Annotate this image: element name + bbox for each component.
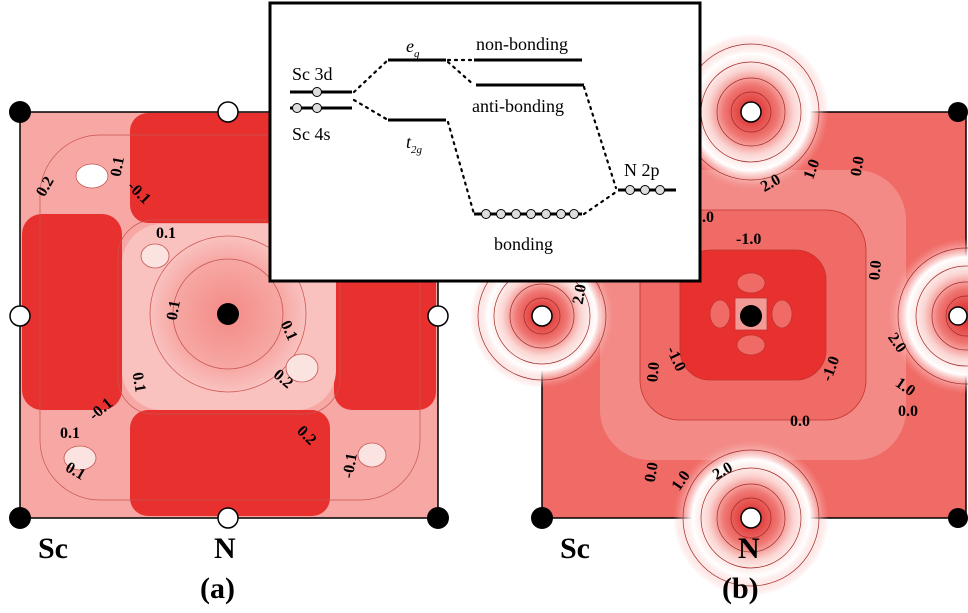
- contour-label: 0.0: [848, 155, 868, 178]
- t2g-label: t2g: [406, 132, 423, 156]
- contour-label: 0.1: [60, 425, 80, 442]
- contour-label: 0.0: [644, 361, 663, 382]
- contour-label: -0.1: [340, 452, 361, 480]
- sc-3d-label: Sc 3d: [292, 64, 333, 84]
- n-atom: [217, 507, 239, 529]
- bonding-label: bonding: [494, 234, 553, 254]
- panel-b-sc-label: Sc: [560, 532, 590, 565]
- contour-label: 0.1: [128, 371, 148, 394]
- sc-atom: [531, 507, 553, 529]
- contour-label: 2.0: [570, 283, 590, 306]
- panel-b-letter: (b): [722, 572, 759, 605]
- mo-diagram: Sc 3d Sc 4s eg t2g non-bonding anti-bond…: [268, 1, 702, 283]
- n-atom: [531, 305, 553, 327]
- contour-label: 0.1: [164, 299, 184, 322]
- sc-atom: [427, 507, 449, 529]
- contour-label: -1.0: [736, 231, 761, 248]
- contour-label: 0.0: [790, 413, 810, 430]
- n-atom: [948, 306, 968, 326]
- sc-atom: [9, 507, 31, 529]
- sc-atom: [217, 303, 239, 325]
- sc-4s-label: Sc 4s: [292, 124, 331, 144]
- n-2p-label: N 2p: [624, 160, 660, 180]
- panel-a-letter: (a): [200, 572, 235, 605]
- n-atom: [9, 305, 31, 327]
- contour-label: 0.1: [108, 155, 128, 178]
- n-atom: [217, 101, 239, 123]
- eg-label: eg: [406, 36, 420, 60]
- contour-label: 0.1: [277, 318, 301, 343]
- sc-atom: [948, 102, 968, 122]
- non-bonding-label: non-bonding: [476, 34, 568, 54]
- contour-label: 1.0: [801, 157, 824, 182]
- n-atom: [740, 101, 762, 123]
- panel-a-n-label: N: [214, 532, 236, 565]
- panel-b-n-label: N: [738, 532, 760, 565]
- n-atom: [740, 507, 762, 529]
- sc-atom: [948, 508, 968, 528]
- contour-label: 0.0: [642, 461, 662, 484]
- contour-label: 0.0: [898, 403, 918, 420]
- sc-atom: [740, 305, 762, 327]
- contour-label: 0.1: [156, 225, 176, 242]
- anti-bonding-label: anti-bonding: [472, 96, 564, 116]
- n-atom: [427, 305, 449, 327]
- panel-a-sc-label: Sc: [38, 532, 68, 565]
- contour-label: 0.0: [866, 260, 885, 281]
- sc-atom: [9, 101, 31, 123]
